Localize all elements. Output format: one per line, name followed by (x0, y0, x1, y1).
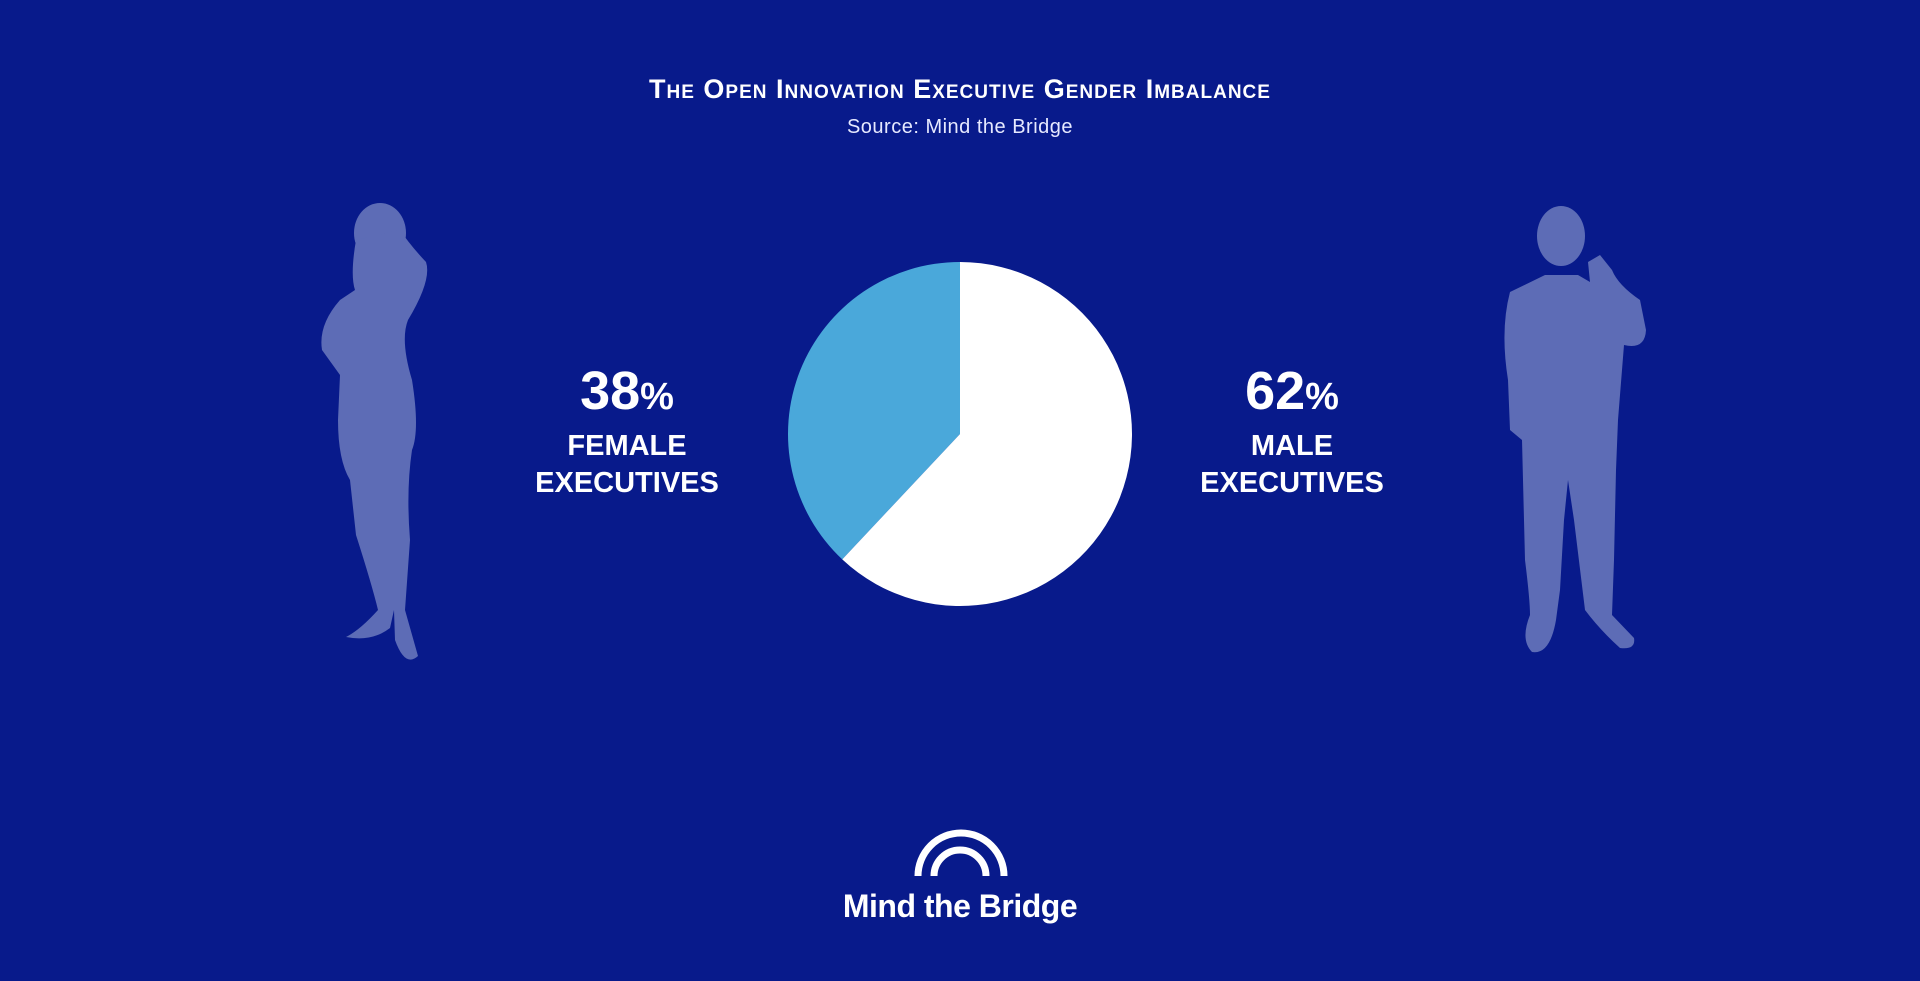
female-silhouette (321, 203, 428, 660)
value-label: 38% (580, 361, 674, 421)
chart-subtitle: Source: Mind the Bridge (846, 116, 1074, 138)
logo-mark (914, 829, 1008, 877)
pie-slice (787, 262, 960, 560)
chart-title: The Open Innovation Executive Gender Imb… (649, 74, 1271, 104)
pie-slice (842, 262, 1132, 606)
value-label: 62% (1245, 361, 1339, 421)
male-silhouette (1504, 206, 1646, 653)
logo-text: Mind the Bridge (842, 888, 1078, 924)
category-label: FEMALE EXECUTIVES (535, 430, 719, 499)
category-label: MALE EXECUTIVES (1200, 430, 1384, 499)
